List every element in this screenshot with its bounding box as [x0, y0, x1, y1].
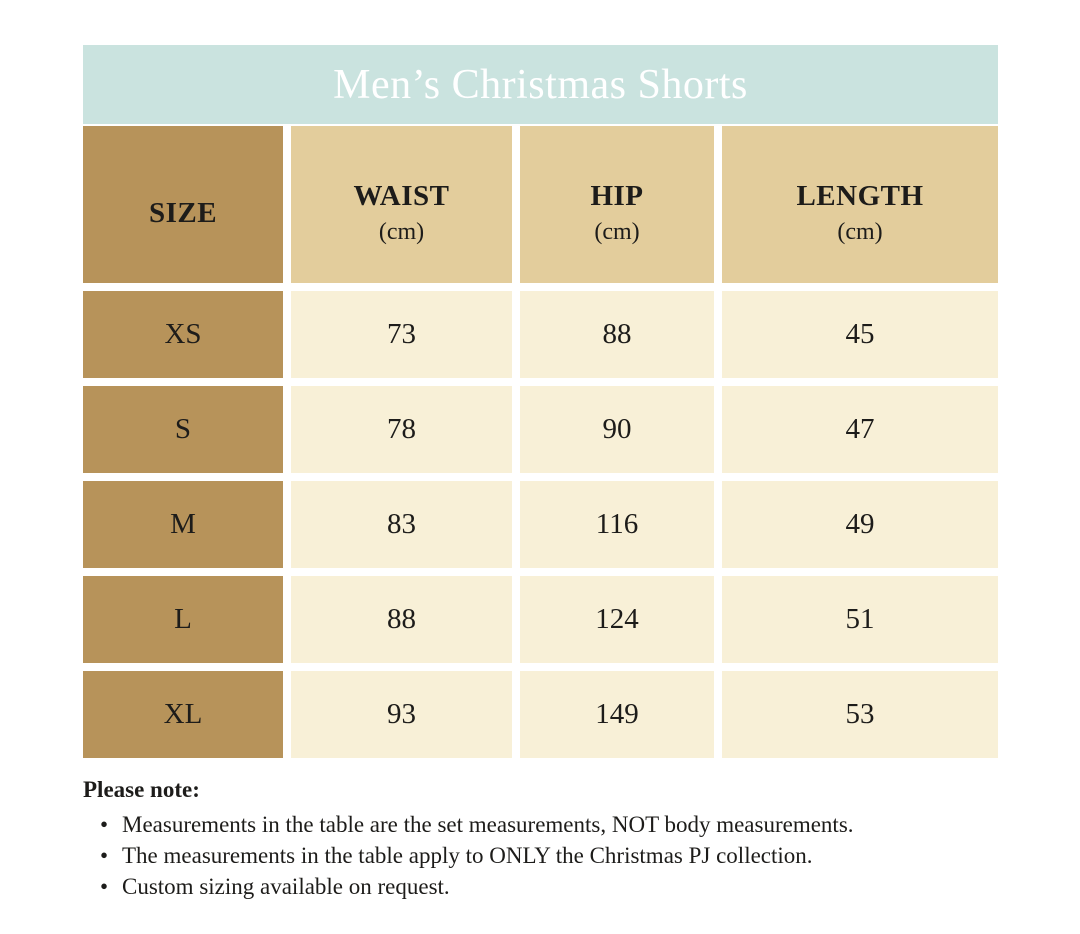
- notes-list: Measurements in the table are the set me…: [83, 809, 998, 902]
- length-value: 53: [845, 698, 875, 730]
- length-value-cell: 47: [722, 386, 998, 473]
- size-label: L: [174, 603, 192, 635]
- size-label: M: [170, 508, 196, 540]
- length-value: 51: [845, 603, 875, 635]
- waist-value: 73: [387, 318, 416, 350]
- column-header-unit: (cm): [837, 219, 883, 245]
- size-cell: M: [83, 481, 283, 568]
- length-value: 49: [845, 508, 875, 540]
- notes-section: Please note: Measurements in the table a…: [83, 776, 998, 902]
- header-cell-size: SIZE: [83, 126, 283, 283]
- hip-value-cell: 116: [520, 481, 714, 568]
- size-label: XL: [163, 698, 203, 730]
- column-header-label: LENGTH: [796, 180, 924, 212]
- waist-value-cell: 78: [291, 386, 512, 473]
- size-label: S: [174, 413, 192, 445]
- size-cell: XL: [83, 671, 283, 758]
- waist-value: 83: [387, 508, 416, 540]
- waist-value-cell: 93: [291, 671, 512, 758]
- header-cell-hip: HIP (cm): [520, 126, 714, 283]
- length-value-cell: 53: [722, 671, 998, 758]
- column-header-unit: (cm): [378, 219, 425, 245]
- waist-value: 93: [387, 698, 416, 730]
- column-header-unit: (cm): [594, 219, 640, 245]
- note-item: Custom sizing available on request.: [83, 871, 998, 902]
- size-cell: S: [83, 386, 283, 473]
- length-value: 45: [845, 318, 875, 350]
- hip-value: 88: [602, 318, 632, 350]
- header-cell-waist: WAIST (cm): [291, 126, 512, 283]
- length-value-cell: 51: [722, 576, 998, 663]
- hip-value: 116: [595, 508, 639, 540]
- length-value: 47: [845, 413, 875, 445]
- waist-value-cell: 73: [291, 291, 512, 378]
- column-header-label: WAIST: [353, 180, 450, 212]
- hip-value-cell: 90: [520, 386, 714, 473]
- size-label: XS: [164, 318, 202, 350]
- note-item: Measurements in the table are the set me…: [83, 809, 998, 840]
- hip-value: 90: [602, 413, 632, 445]
- hip-value: 124: [595, 603, 639, 635]
- size-cell: XS: [83, 291, 283, 378]
- column-header-label: SIZE: [148, 196, 218, 229]
- waist-value-cell: 88: [291, 576, 512, 663]
- length-value-cell: 45: [722, 291, 998, 378]
- note-item: The measurements in the table apply to O…: [83, 840, 998, 871]
- hip-value-cell: 149: [520, 671, 714, 758]
- notes-heading: Please note:: [83, 777, 200, 802]
- header-cell-length: LENGTH (cm): [722, 126, 998, 283]
- title-bar: Men’s Christmas Shorts: [83, 45, 998, 124]
- waist-value-cell: 83: [291, 481, 512, 568]
- column-header-label: HIP: [590, 180, 644, 212]
- hip-value-cell: 88: [520, 291, 714, 378]
- size-cell: L: [83, 576, 283, 663]
- size-table: SIZE WAIST (cm) HIP (cm) LENGTH (cm) XS …: [83, 126, 998, 758]
- waist-value: 88: [387, 603, 416, 635]
- hip-value: 149: [595, 698, 639, 730]
- hip-value-cell: 124: [520, 576, 714, 663]
- page-title: Men’s Christmas Shorts: [333, 61, 748, 108]
- waist-value: 78: [387, 413, 416, 445]
- length-value-cell: 49: [722, 481, 998, 568]
